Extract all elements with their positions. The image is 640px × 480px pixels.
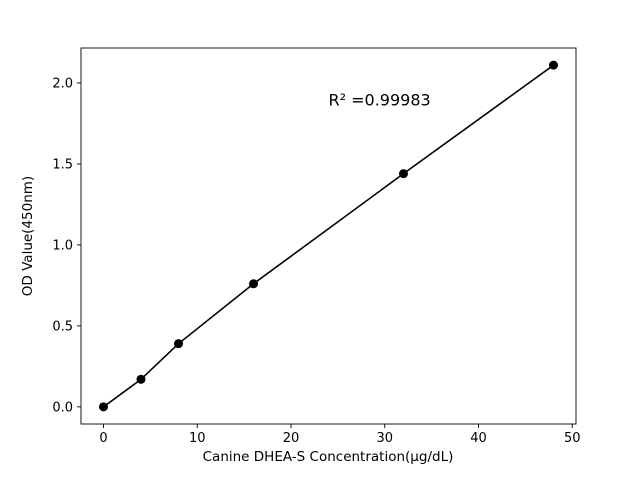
- x-axis-label: Canine DHEA-S Concentration(μg/dL): [203, 449, 454, 465]
- data-point-marker: [99, 402, 108, 412]
- x-tick-label: 40: [470, 431, 487, 446]
- x-tick-label: 30: [376, 431, 393, 446]
- data-point-marker: [249, 279, 258, 289]
- x-tick-label: 10: [189, 431, 206, 446]
- data-point-marker: [136, 374, 146, 384]
- y-axis-label: OD Value(450nm): [20, 176, 36, 296]
- plot-frame: [80, 47, 577, 425]
- x-tick-label: 0: [99, 431, 107, 446]
- y-tick-label: 0.5: [52, 319, 73, 334]
- y-tick-label: 2.0: [52, 76, 73, 91]
- standard-curve-line: [103, 64, 554, 408]
- data-point-marker: [549, 60, 558, 70]
- y-tick-label: 1.5: [52, 157, 73, 172]
- data-series-layer: [99, 60, 558, 412]
- r-squared-annotation: R² =0.99983: [329, 91, 431, 110]
- y-tick-label: 0.0: [52, 400, 73, 415]
- data-point-marker: [174, 339, 183, 349]
- y-tick-label: 1.0: [52, 238, 73, 253]
- data-point-marker: [399, 169, 408, 179]
- x-tick-label: 20: [283, 431, 300, 446]
- x-tick-label: 50: [564, 431, 581, 446]
- axes-layer: 0 10 20 30 40 50 0.0 0.5 1.0 1.5 2.0: [52, 47, 581, 446]
